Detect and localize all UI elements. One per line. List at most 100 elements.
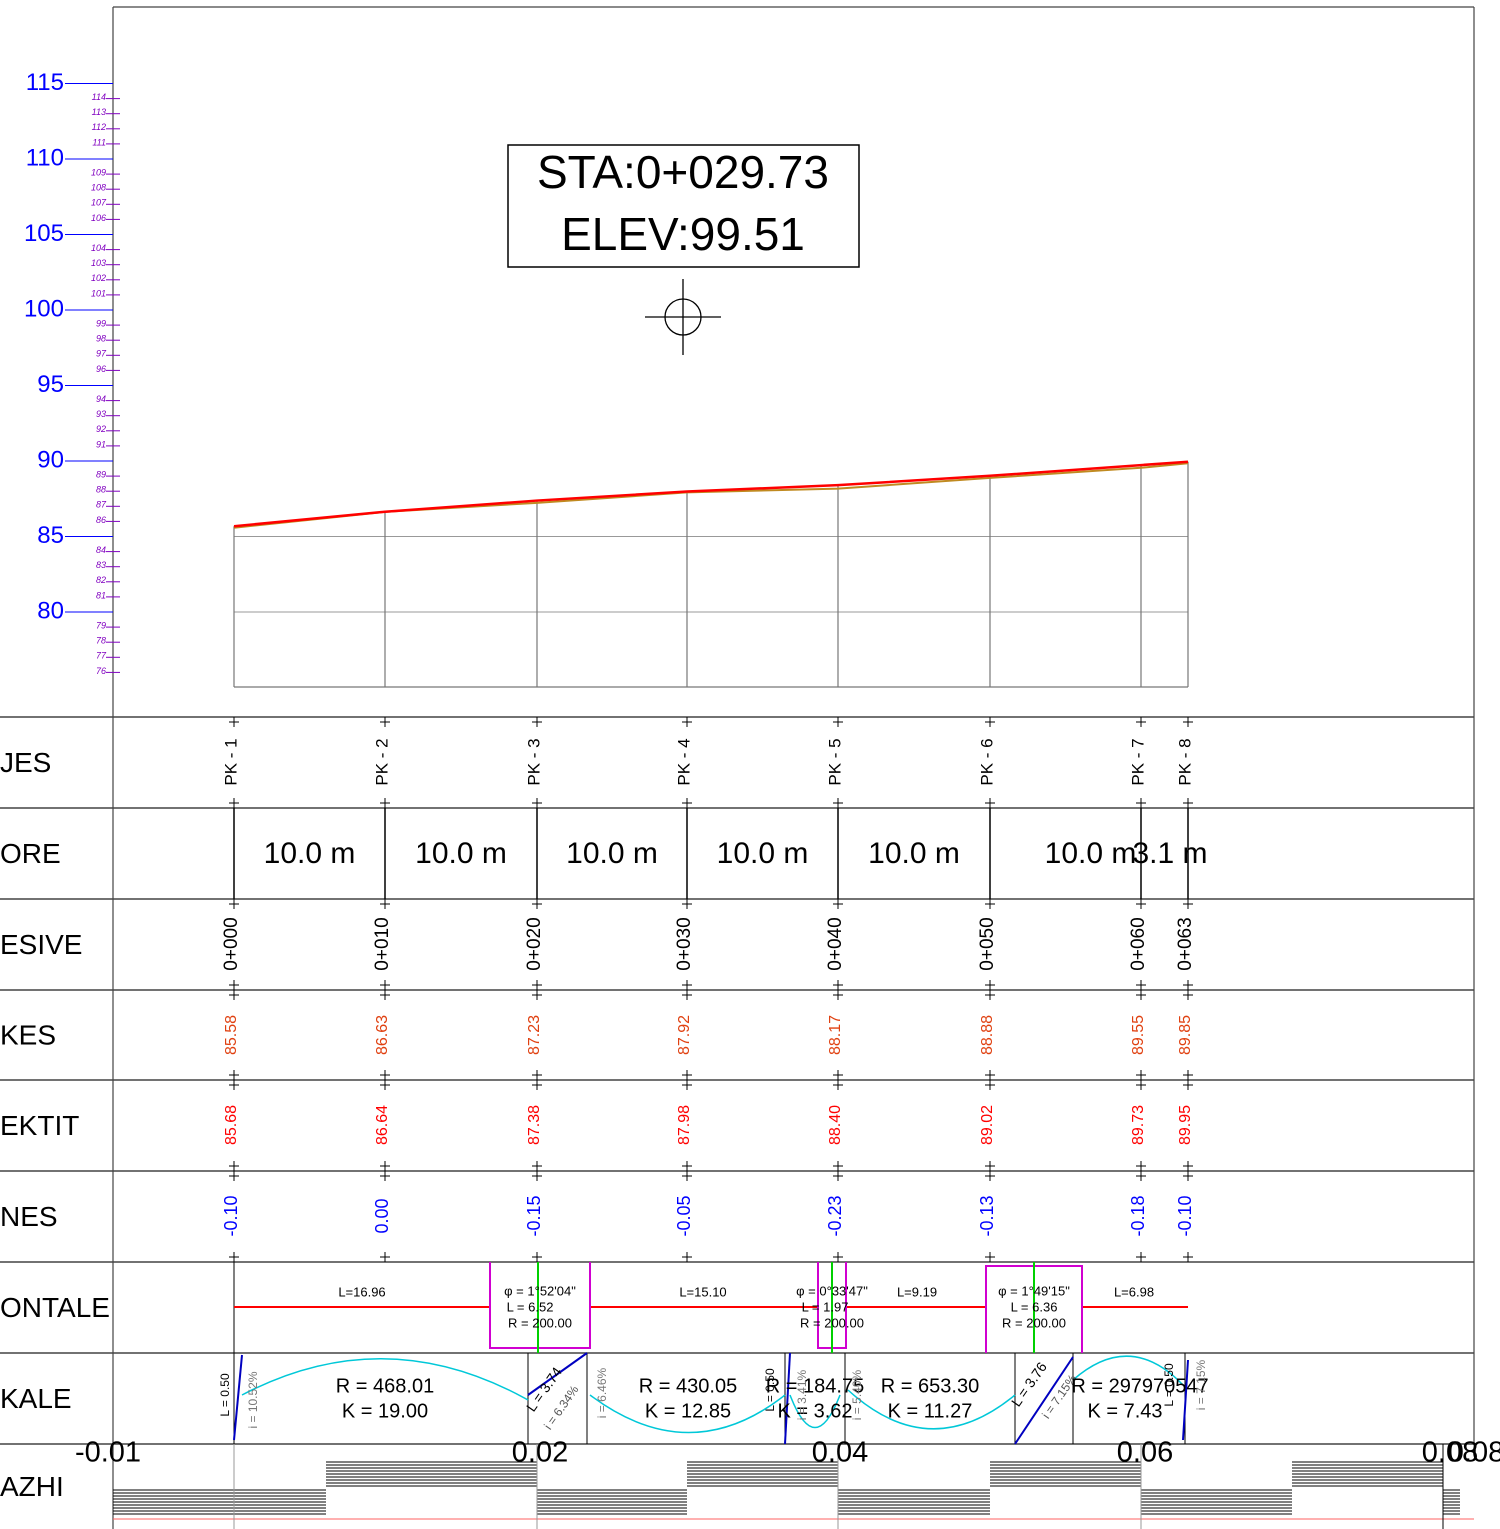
horizontal-label: R = 200.00 xyxy=(800,1315,864,1330)
row-label: ESIVE xyxy=(0,929,82,960)
curve-box xyxy=(489,1262,591,1349)
minor-tick-label: 98 xyxy=(96,334,106,344)
horizontal-label: φ = 1°52'04" xyxy=(504,1283,576,1298)
minor-tick-label: 106 xyxy=(91,213,106,223)
horizontal-label: L = 1.97 xyxy=(802,1299,849,1314)
row-label: KES xyxy=(0,1019,56,1050)
major-tick-label: 95 xyxy=(37,371,64,398)
chainage: 0+020 xyxy=(524,917,545,970)
minor-tick-label: 104 xyxy=(91,243,106,253)
minor-tick-label: 86 xyxy=(96,515,106,525)
vertical-label: R = 653.30 xyxy=(881,1375,979,1397)
minor-tick-label: 109 xyxy=(91,167,106,177)
distance: 10.0 m xyxy=(1045,837,1137,870)
vertical-label: R = 297970547 xyxy=(1071,1375,1208,1397)
minor-tick-label: 81 xyxy=(96,590,106,600)
station-label: STA:0+029.73 xyxy=(537,146,829,198)
major-tick-label: 110 xyxy=(26,144,64,171)
grade-line xyxy=(527,1352,588,1396)
major-tick-label: 115 xyxy=(26,69,64,96)
row-label: NES xyxy=(0,1201,58,1232)
ground-elevation: 88.88 xyxy=(979,1015,996,1055)
design-line xyxy=(233,460,1189,528)
row-label: ORE xyxy=(0,838,61,869)
minor-tick-label: 76 xyxy=(96,666,106,676)
grade-line xyxy=(784,1352,791,1445)
horizontal-label: φ = 0°33'47" xyxy=(796,1283,868,1298)
minor-tick-label: 96 xyxy=(96,364,106,374)
elevation-label: ELEV:99.51 xyxy=(561,208,805,260)
minor-tick-label: 112 xyxy=(92,122,106,132)
station-name: PK - 4 xyxy=(674,738,693,785)
station-name: PK - 1 xyxy=(221,738,240,785)
chainage: 0+030 xyxy=(674,917,695,970)
minor-tick-label: 78 xyxy=(96,636,106,646)
design-elevation: 86.64 xyxy=(374,1105,391,1145)
major-tick-label: 100 xyxy=(24,295,64,322)
minor-tick-label: 99 xyxy=(96,318,106,328)
station-box xyxy=(507,144,860,268)
grade-line xyxy=(1182,1359,1189,1441)
minor-tick-label: 92 xyxy=(96,424,106,434)
design-elevation: 88.40 xyxy=(827,1105,844,1145)
chainage: 0+060 xyxy=(1128,917,1149,970)
horizontal-label: L=16.96 xyxy=(338,1284,385,1299)
vertical-label: K = 19.00 xyxy=(342,1400,428,1422)
elevation-difference: -0.15 xyxy=(524,1195,544,1236)
minor-tick-label: 93 xyxy=(96,409,106,419)
axis-label: 0.02 xyxy=(512,1437,568,1469)
frame xyxy=(112,6,1475,1529)
vertical-label: R = 468.01 xyxy=(336,1375,434,1397)
elevation-difference: -0.05 xyxy=(674,1195,694,1236)
station-name: PK - 2 xyxy=(372,738,391,785)
vertical-label: i = 5.40% xyxy=(850,1369,864,1420)
minor-tick-label: 91 xyxy=(96,439,106,449)
vertical-label: K = 12.85 xyxy=(645,1400,731,1422)
minor-tick-label: 79 xyxy=(96,620,106,630)
horizontal-label: L=6.98 xyxy=(1114,1284,1154,1299)
row-label: AZHI xyxy=(0,1471,64,1502)
design-elevation: 87.38 xyxy=(526,1105,543,1145)
distance: 3.1 m xyxy=(1132,837,1207,870)
vertical-label: K = 3.62 xyxy=(777,1400,852,1422)
crosshair xyxy=(645,279,721,355)
design-elevation: 85.68 xyxy=(223,1105,240,1145)
axis-label: 0.06 xyxy=(1117,1437,1173,1469)
vertical-label: R = 430.05 xyxy=(639,1375,737,1397)
distance: 10.0 m xyxy=(717,837,809,870)
minor-tick-label: 87 xyxy=(96,500,107,510)
vertical-label: i = 7.15% xyxy=(1194,1359,1208,1410)
grade-line xyxy=(1014,1356,1074,1445)
design-elevation: 89.02 xyxy=(979,1105,996,1145)
vertical-label: L = 0.50 xyxy=(218,1373,232,1417)
minor-tick-label: 88 xyxy=(96,485,106,495)
chainage: 0+010 xyxy=(372,917,393,970)
chainage: 0+000 xyxy=(221,917,242,970)
row-label: KALE xyxy=(0,1383,72,1414)
major-tick-label: 80 xyxy=(37,597,64,624)
elevation-difference: -0.10 xyxy=(1175,1195,1195,1236)
minor-tick-label: 101 xyxy=(91,288,106,298)
axis-label: 0.08 xyxy=(1448,1437,1500,1469)
vertical-label: L = 0.50 xyxy=(763,1368,777,1412)
chainage: 0+063 xyxy=(1175,917,1196,970)
major-tick-label: 105 xyxy=(24,220,64,247)
vertical-label: K = 11.27 xyxy=(888,1400,973,1422)
ground-elevation: 85.58 xyxy=(223,1015,240,1055)
station-name: PK - 3 xyxy=(524,738,543,785)
vertical-curve xyxy=(241,1355,1184,1434)
elevation-difference: -0.18 xyxy=(1128,1195,1148,1236)
minor-tick-label: 82 xyxy=(96,575,106,585)
ground-elevation: 87.92 xyxy=(676,1015,693,1055)
horizontal-label: φ = 1°49'15" xyxy=(998,1283,1070,1298)
horizontal-label: L = 6.52 xyxy=(507,1299,554,1314)
axis-label: 0.08 xyxy=(1422,1437,1478,1469)
station-name: PK - 6 xyxy=(977,738,996,785)
row-label: EKTIT xyxy=(0,1110,79,1141)
minor-tick-label: 77 xyxy=(96,651,107,661)
axis-label: 0.04 xyxy=(812,1437,868,1469)
station-name: PK - 8 xyxy=(1175,738,1194,785)
vertical-label: i = 3.41% xyxy=(795,1369,809,1420)
minor-tick-label: 83 xyxy=(96,560,106,570)
